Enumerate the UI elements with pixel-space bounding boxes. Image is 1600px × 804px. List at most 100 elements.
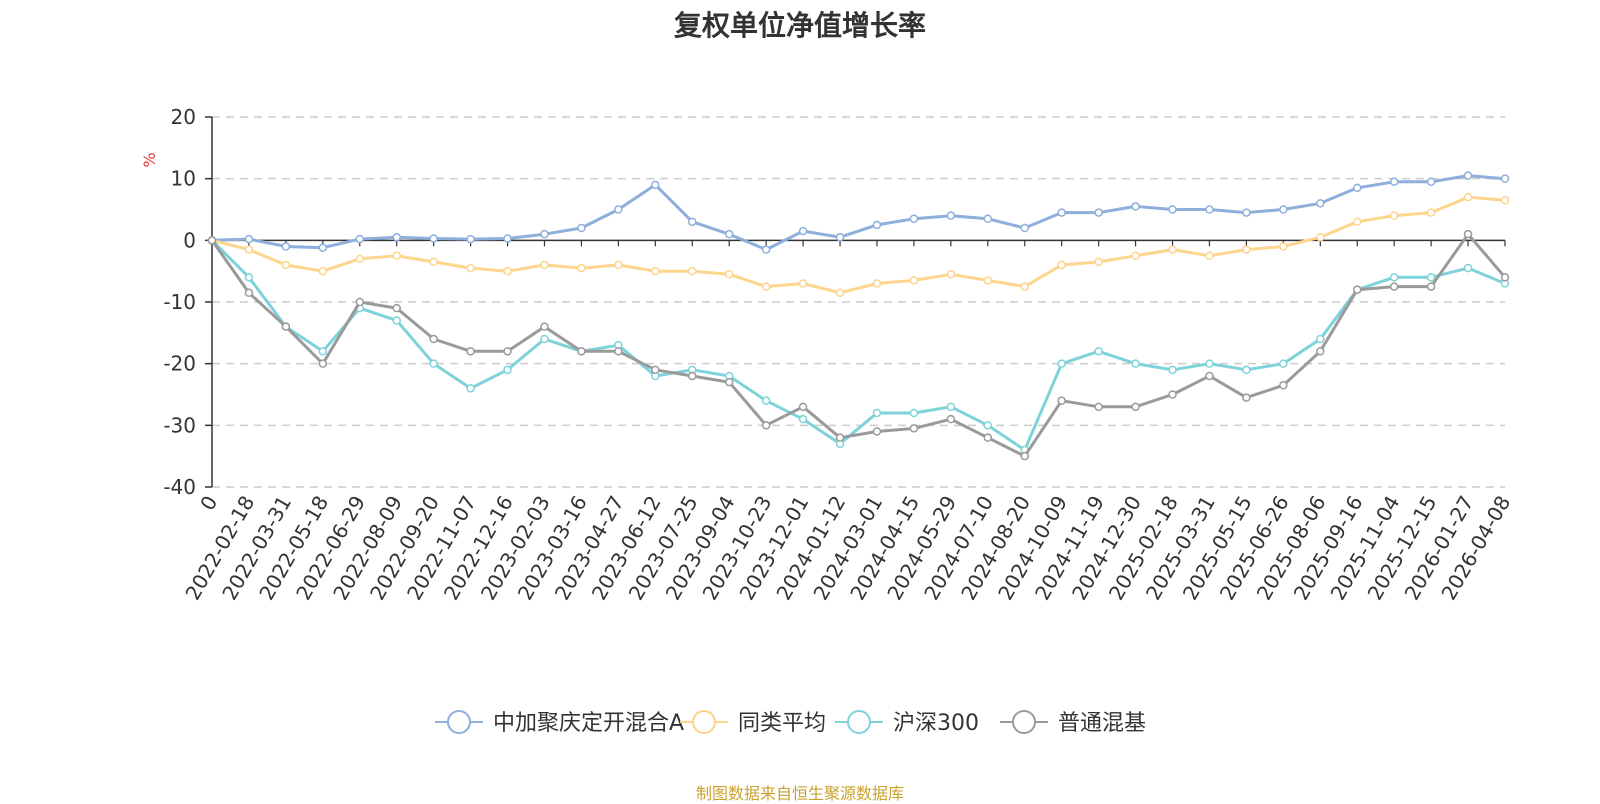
- legend-item[interactable]: 沪深300: [835, 710, 979, 736]
- data-point: [1057, 260, 1066, 270]
- data-point: [835, 233, 845, 242]
- data-point: [1242, 208, 1251, 217]
- legend-marker: [1012, 710, 1036, 734]
- data-point: [318, 347, 328, 356]
- data-point: [835, 288, 845, 297]
- data-point: [1168, 205, 1177, 214]
- legend-label: 沪深300: [893, 711, 979, 736]
- data-point: [909, 276, 919, 285]
- data-point: [466, 384, 475, 393]
- data-point: [1316, 199, 1325, 208]
- data-point: [503, 266, 512, 276]
- data-point: [1242, 365, 1251, 375]
- data-point: [540, 260, 549, 270]
- legend-label: 同类平均: [738, 711, 826, 736]
- data-point: [392, 316, 401, 325]
- data-point: [688, 217, 697, 227]
- data-point: [1352, 217, 1362, 227]
- series-line: [210, 232, 1507, 458]
- data-point: [1389, 282, 1399, 291]
- data-point: [1057, 208, 1066, 217]
- data-point: [281, 260, 291, 270]
- data-point: [909, 408, 919, 418]
- data-point: [761, 245, 771, 254]
- data-point: [1131, 359, 1140, 368]
- data-point: [1426, 282, 1436, 291]
- data-point: [318, 243, 328, 252]
- data-point: [798, 279, 808, 288]
- data-point: [503, 365, 512, 375]
- data-point: [724, 229, 734, 239]
- data-point: [1094, 257, 1103, 267]
- data-point: [466, 347, 475, 356]
- data-point: [1426, 273, 1436, 282]
- data-point: [761, 396, 771, 405]
- data-point: [1316, 347, 1325, 356]
- data-point: [281, 322, 291, 331]
- legend-marker: [847, 710, 871, 734]
- series-中加聚庆定开混合A: [207, 171, 1510, 254]
- legend-item[interactable]: 普通混基: [1000, 710, 1146, 736]
- series-line: [211, 195, 1506, 295]
- x-tick-label: 0: [195, 492, 222, 515]
- data-point: [1463, 263, 1473, 273]
- data-point: [1426, 177, 1436, 186]
- data-point: [946, 270, 956, 279]
- data-point: [1020, 451, 1029, 461]
- y-tick-label: 0: [183, 228, 196, 252]
- axes: 20100-10-20-30-40%02022-02-182022-03-312…: [140, 105, 1515, 604]
- data-point: [1279, 359, 1288, 368]
- y-tick-label: -30: [163, 413, 196, 437]
- y-tick-label: -40: [163, 475, 196, 499]
- data-point: [946, 414, 956, 424]
- data-point: [651, 180, 660, 190]
- data-point: [1389, 177, 1399, 186]
- data-point: [392, 251, 401, 260]
- data-point: [872, 427, 882, 436]
- source-note: 制图数据来自恒生聚源数据库: [695, 784, 904, 803]
- data-point: [318, 266, 328, 276]
- legend-label: 中加聚庆定开混合A: [493, 711, 684, 736]
- legend[interactable]: 中加聚庆定开混合A 同类平均 沪深300 普通混基: [435, 710, 1146, 736]
- data-point: [577, 263, 586, 273]
- data-point: [946, 402, 956, 412]
- data-point: [1205, 371, 1214, 381]
- data-point: [318, 359, 328, 368]
- y-tick-label: 20: [171, 105, 196, 129]
- data-point: [1131, 251, 1140, 260]
- data-point: [651, 365, 660, 375]
- data-point: [1389, 273, 1399, 282]
- y-tick-label: 10: [171, 167, 196, 191]
- data-point: [392, 303, 401, 313]
- data-point: [909, 424, 919, 433]
- data-point: [983, 214, 993, 223]
- data-point: [1242, 245, 1251, 254]
- data-point: [1205, 359, 1214, 368]
- data-point: [540, 334, 549, 344]
- data-point: [429, 234, 438, 243]
- data-point: [1279, 242, 1288, 251]
- data-point: [503, 234, 512, 243]
- data-point: [1057, 396, 1066, 405]
- grid-lines: [212, 116, 1505, 488]
- data-point: [983, 276, 993, 285]
- data-point: [244, 273, 254, 282]
- data-point: [798, 414, 808, 424]
- data-point: [355, 254, 365, 264]
- data-point: [540, 229, 549, 239]
- data-point: [1094, 347, 1103, 356]
- data-point: [614, 205, 623, 214]
- series-普通混基: [207, 229, 1510, 461]
- data-point: [1500, 174, 1510, 183]
- data-point: [1168, 365, 1177, 375]
- data-point: [466, 234, 475, 244]
- data-point: [1094, 402, 1103, 412]
- legend-item[interactable]: 中加聚庆定开混合A: [435, 710, 684, 736]
- data-point: [688, 266, 697, 276]
- data-point: [761, 421, 771, 430]
- data-point: [1316, 334, 1325, 344]
- legend-item[interactable]: 同类平均: [680, 710, 826, 736]
- data-point: [1463, 171, 1473, 180]
- legend-marker: [447, 710, 471, 734]
